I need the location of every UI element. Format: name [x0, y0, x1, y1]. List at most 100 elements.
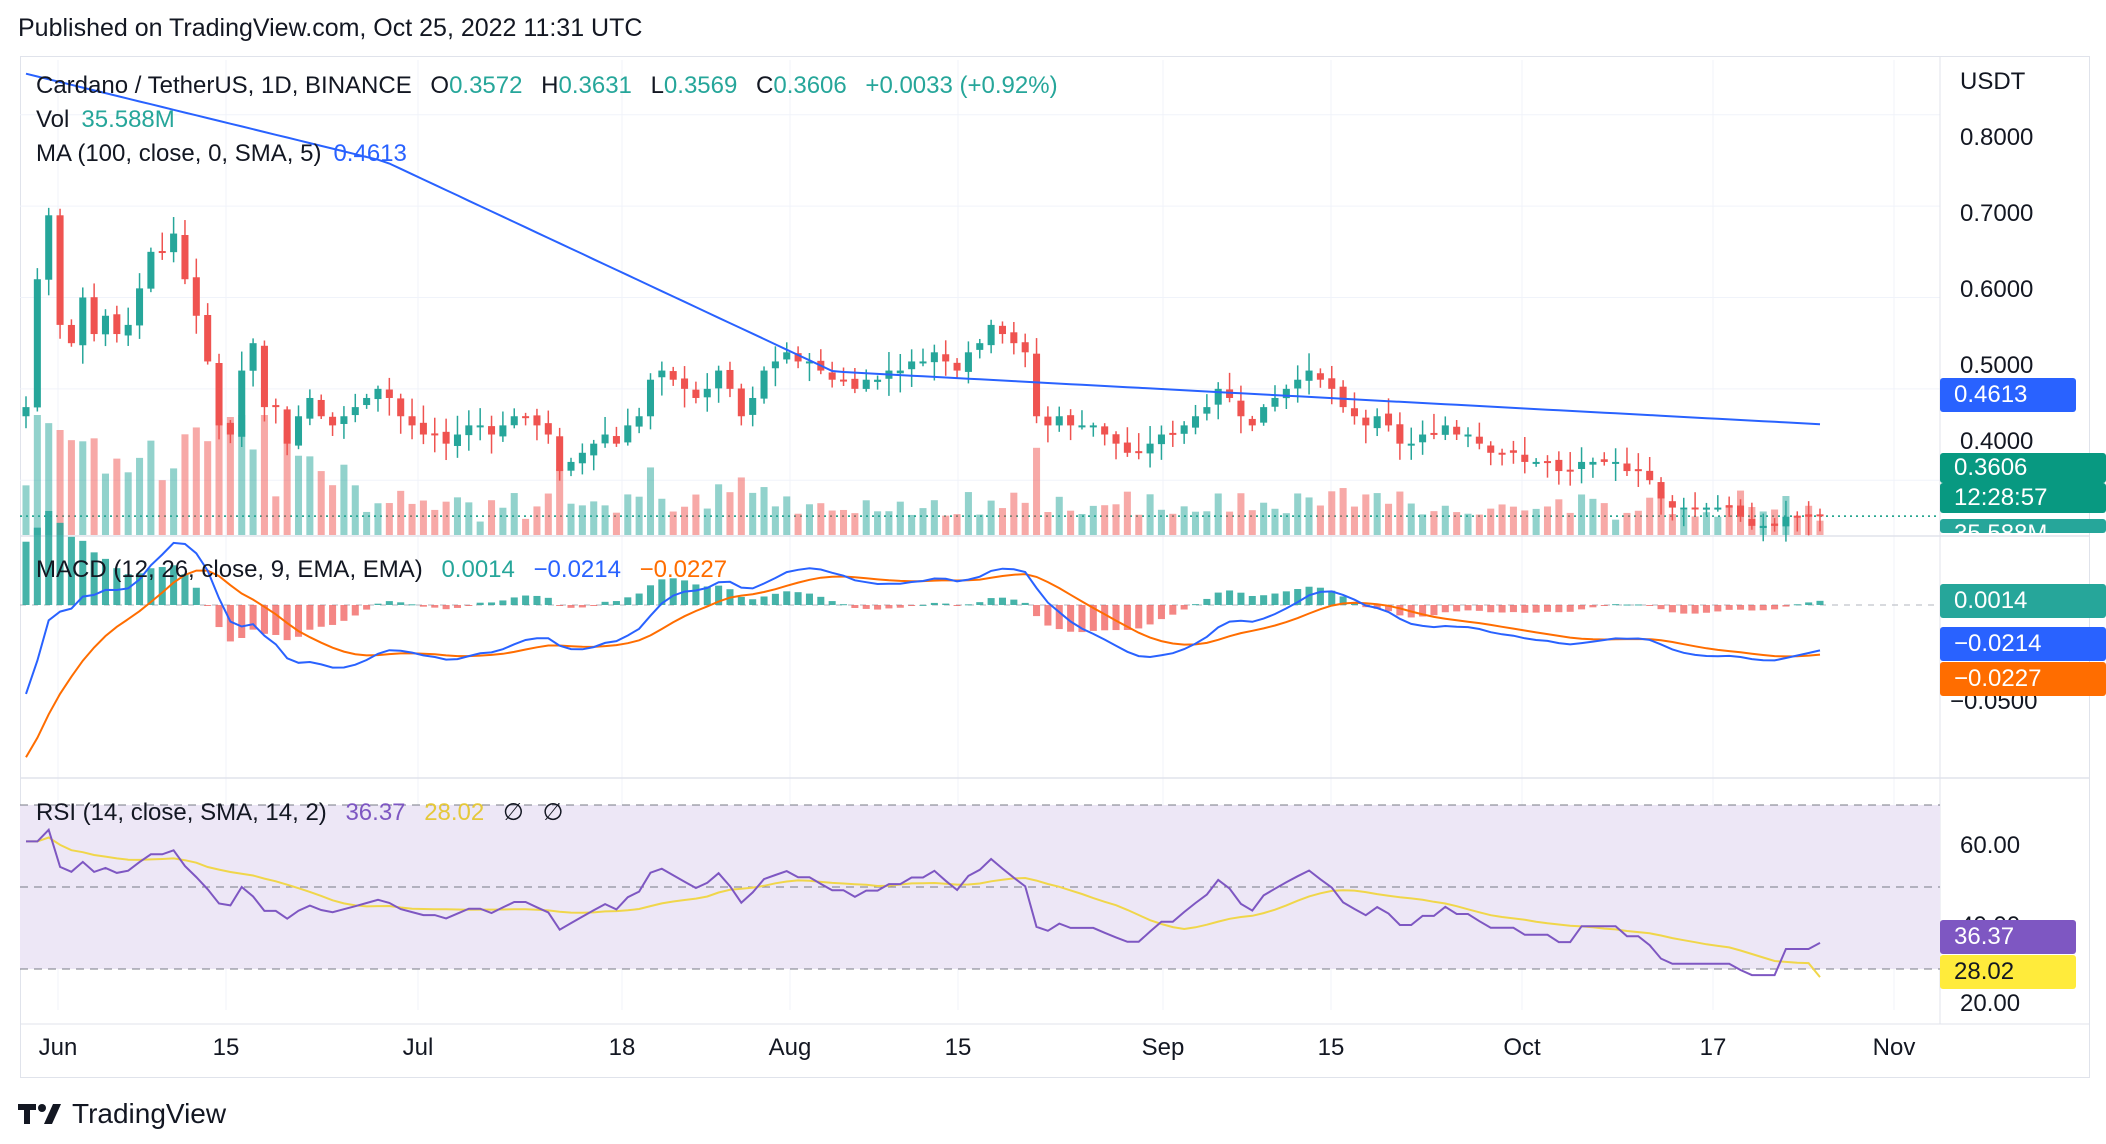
macd-histogram-bar — [896, 605, 904, 608]
macd-histogram-bar — [1203, 598, 1211, 605]
volume-bar — [374, 503, 382, 535]
macd-histogram-bar — [45, 510, 53, 605]
volume-legend: Vol 35.588M — [36, 106, 187, 134]
macd-histogram-bar — [590, 605, 598, 606]
macd-histogram-bar — [79, 540, 87, 605]
volume-bar — [67, 440, 75, 535]
macd-histogram-bar — [397, 602, 405, 605]
volume-bar — [1623, 512, 1631, 535]
macd-hist-value: 0.0014 — [441, 556, 515, 583]
macd-histogram-bar — [1339, 596, 1347, 605]
volume-bar — [1146, 494, 1154, 535]
candle-body — [1771, 523, 1779, 526]
macd-histogram-bar — [1441, 605, 1449, 613]
candle-body — [567, 461, 575, 471]
candle-body — [1157, 434, 1165, 445]
candle-body — [1748, 519, 1756, 526]
date-label: 15 — [1317, 1034, 1345, 1061]
macd-pane — [20, 510, 1940, 758]
volume-bar — [1385, 503, 1393, 535]
volume-bar — [1055, 496, 1063, 535]
candle-body — [147, 251, 155, 289]
candle-body — [839, 379, 848, 382]
candle-body — [703, 388, 711, 398]
candle-body — [510, 416, 518, 426]
macd-histogram-bar — [1123, 605, 1131, 630]
rsi-legend: RSI (14, close, SMA, 14, 2) 36.37 28.02 … — [36, 798, 575, 827]
macd-histogram-bar — [1646, 605, 1654, 606]
candle-body — [1487, 445, 1495, 453]
change-value: +0.0033 (+0.92%) — [865, 72, 1058, 99]
candle-body — [1600, 459, 1608, 462]
macd-histogram-bar — [1419, 605, 1427, 617]
candle-body — [1657, 482, 1665, 499]
volume-bars — [22, 415, 1824, 535]
macd-histogram-bar — [1146, 605, 1154, 625]
candle-body — [578, 452, 586, 464]
macd-histogram-bar — [170, 565, 178, 605]
volume-bar — [1441, 505, 1449, 535]
macd-histogram-bar — [874, 605, 882, 610]
volume-bar — [226, 417, 234, 535]
candle-body — [976, 343, 984, 350]
candle-body — [79, 297, 87, 346]
chart-frame — [20, 56, 2090, 1078]
macd-legend: MACD (12, 26, close, 9, EMA, EMA) 0.0014… — [36, 556, 739, 584]
macd-histogram-bar — [1248, 595, 1256, 605]
macd-histogram-bar — [124, 574, 132, 605]
candle-body — [794, 353, 802, 362]
candle-body — [385, 389, 393, 398]
macd-histogram-bar — [567, 605, 575, 608]
candle-body — [442, 431, 450, 444]
volume-bar — [760, 487, 768, 535]
macd-histogram-bar — [1578, 605, 1586, 610]
volume-bar — [283, 429, 291, 535]
macd-histogram-bar — [919, 604, 927, 606]
macd-histogram-bar — [578, 605, 586, 608]
macd-histogram-bar — [1714, 605, 1722, 612]
rsi-tick: 20.00 — [1960, 990, 2021, 1017]
macd-histogram-bar — [794, 592, 802, 605]
tradingview-footer: TradingView — [18, 1098, 226, 1130]
macd-signal-tag: −0.0227 — [1940, 662, 2106, 696]
candle-body — [726, 369, 734, 389]
volume-bar — [737, 477, 745, 535]
macd-histogram-bar — [1101, 605, 1109, 631]
volume-bar — [1600, 503, 1608, 535]
candle-body — [374, 388, 382, 400]
macd-histogram-bar — [1623, 604, 1631, 606]
ma-tag: 0.4613 — [1940, 378, 2076, 412]
volume-bar — [294, 455, 303, 535]
ma-label: MA (100, close, 0, SMA, 5) — [36, 140, 322, 167]
candle-body — [544, 423, 552, 435]
candle-body — [1793, 515, 1801, 518]
candle-body — [1135, 451, 1143, 454]
volume-bar — [272, 496, 280, 535]
macd-histogram-bar — [998, 597, 1007, 605]
candle-body — [1316, 373, 1324, 380]
macd-histogram-bar — [783, 591, 791, 605]
macd-histogram-bar — [294, 605, 303, 637]
macd-histogram-bar — [1033, 605, 1041, 617]
date-label: Aug — [768, 1034, 812, 1061]
macd-signal-value: −0.0227 — [639, 556, 728, 583]
candle-body — [1680, 507, 1688, 510]
volume-bar — [953, 514, 961, 535]
macd-histogram-bar — [453, 605, 461, 608]
macd-histogram-bar — [90, 552, 98, 605]
volume-bar — [385, 503, 393, 535]
macd-histogram-bar — [1657, 605, 1665, 610]
candle-body — [1623, 463, 1631, 472]
date-label: Nov — [1872, 1034, 1916, 1061]
macd-histogram-bar — [374, 603, 382, 605]
macd-histogram-bar — [306, 605, 314, 630]
volume-value: 35.588M — [81, 106, 175, 133]
macd-histogram-bar — [1793, 604, 1801, 606]
macd-histogram-bar — [658, 579, 666, 605]
ma-value: 0.4613 — [333, 140, 407, 167]
candle-body — [204, 315, 212, 362]
candle-body — [1067, 415, 1075, 426]
low-value: 0.3569 — [663, 72, 738, 99]
candle-body — [908, 361, 916, 370]
